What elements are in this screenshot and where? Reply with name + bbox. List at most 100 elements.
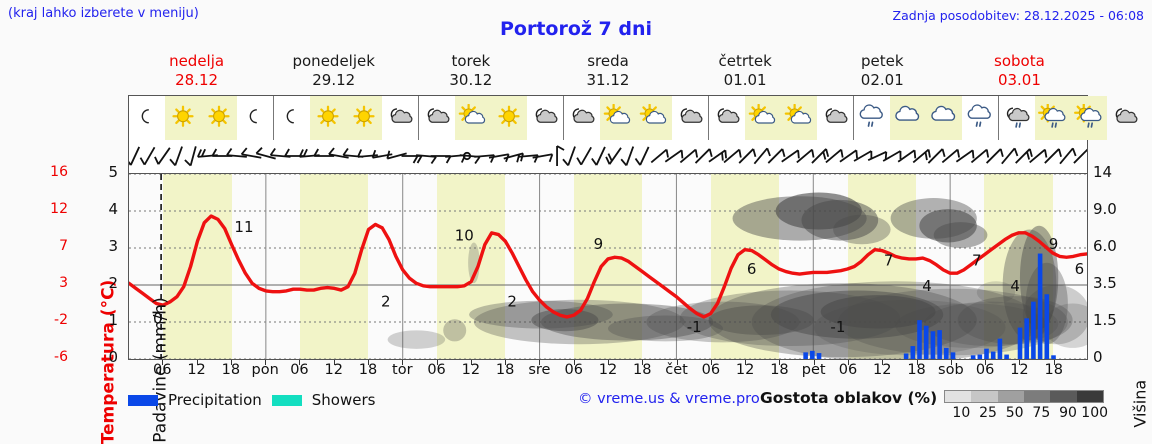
cloud-density-color-scale [944,390,1104,403]
cloud-density-blob [469,300,613,329]
last-update-label: Zadnja posodobitev: 28.12.2025 - 06:08 [892,8,1144,23]
precipitation-bar [1051,355,1056,359]
cloud-density-blob [443,319,467,342]
precipitation-bar [944,347,949,359]
moon-cloud-icon [572,108,595,123]
sun-icon [498,105,520,127]
moon-cloud-icon [717,108,740,123]
sun-cloud-rain-icon [1038,104,1066,128]
wind-barb [255,147,276,160]
temperature-value-label: 4 [922,277,932,295]
wind-barb [985,148,1004,164]
time-tick-label: 12 [461,362,481,378]
wind-barb [927,148,946,164]
cloud-density-segment [945,391,972,402]
wind-barb [694,148,713,164]
precipitation-bar [1037,253,1043,359]
day-header-sreda: sreda 31.12 [539,52,676,92]
time-tick-label: 06 [838,362,858,378]
precipitation-bar [990,351,996,359]
cloud-density-blob [1043,303,1087,348]
daylight-band [573,174,643,359]
credit-link[interactable]: © vreme.us & vreme.pro [578,391,760,407]
cloudheight-tick: 9.0 [1093,200,1117,218]
wind-barb [139,146,156,166]
time-tick-mark [745,360,747,365]
sun-cloud-icon [639,104,667,124]
moon-icon [286,109,294,124]
time-tick-label: 12 [735,362,755,378]
temperature-tick: -2 [54,312,68,328]
wind-barb [912,148,931,164]
icon-day-cell-ponedeljek [274,96,419,140]
wind-barb [955,149,975,163]
temperature-tick: -6 [54,349,68,365]
weather-icon-cell [1071,96,1107,140]
weather-icon-cell [419,96,455,140]
moon-cloud-icon [427,108,450,123]
time-tick-mark [470,360,472,365]
icon-day-cell-četrtek [709,96,854,140]
showers-legend-label: Showers [311,391,376,409]
icon-day-cell-petek [854,96,999,140]
time-tick-label: 06 [975,362,995,378]
cloud-icon [931,105,956,121]
time-tick-mark [230,360,232,365]
temperature-value-label: 4 [1010,277,1020,295]
wind-barb [154,147,171,165]
wind-barb [882,150,902,162]
day-name: nedelja [169,52,225,70]
time-tick-mark [368,360,369,365]
plot-overlay [129,174,1087,359]
cloud-density-blob [540,303,714,341]
wind-barb [738,148,757,164]
weather-icon-strip [128,95,1138,140]
cloud-density-blob [751,281,1040,359]
wind-barb [1029,148,1048,164]
cloud-density-blob [933,222,988,248]
wind-barbs [125,145,1092,167]
temperature-value-label: 10 [455,226,474,244]
precipitation-bar [810,350,815,359]
day-name: ponedeljek [292,52,375,70]
wind-barb [357,149,378,158]
day-name: sobota [994,52,1045,70]
time-tick-label: 18 [495,362,515,378]
cloud-density-blob [473,299,685,345]
time-tick-mark [848,360,849,365]
wind-barb [1073,148,1092,164]
time-tick-mark [608,360,609,365]
time-tick-mark [539,360,541,365]
cloudheight-tick: 0 [1093,348,1103,366]
sun-cloud-rain-icon [1074,104,1102,128]
time-tick-label: 12 [598,362,618,378]
wind-barb [1001,147,1019,165]
precipitation-bar [970,355,976,359]
cloud-density-value: 75 [1032,405,1051,421]
cloud-density-blob [646,301,800,343]
time-tick-mark [505,360,507,365]
day-date: 01.01 [723,71,767,89]
day-date: 30.12 [449,71,493,89]
temperature-tick: 12 [50,201,68,217]
temperature-value-label: 2 [381,293,391,311]
weather-icon-cell [527,96,563,140]
wind-barb [796,148,815,164]
day-name: torek [451,52,491,70]
cloud-density-blob [957,296,1073,345]
time-tick-mark [196,360,198,365]
location-menu-note: (kraj lahko izberete v meniju) [8,6,199,21]
weather-icon-cell [636,96,672,140]
time-tick-mark [882,360,884,365]
wind-barb [620,146,635,166]
sun-cloud-icon [603,104,631,124]
day-date: 02.01 [860,71,904,89]
time-tick-mark [916,360,918,365]
weather-icon-cell [165,96,201,140]
cloud-density-value: 90 [1059,405,1077,421]
cloud-density-value: 10 [952,405,971,421]
time-tick-label: pon [251,362,279,378]
temperature-tick: 7 [59,238,68,254]
cloud-density-segment [1050,391,1077,402]
